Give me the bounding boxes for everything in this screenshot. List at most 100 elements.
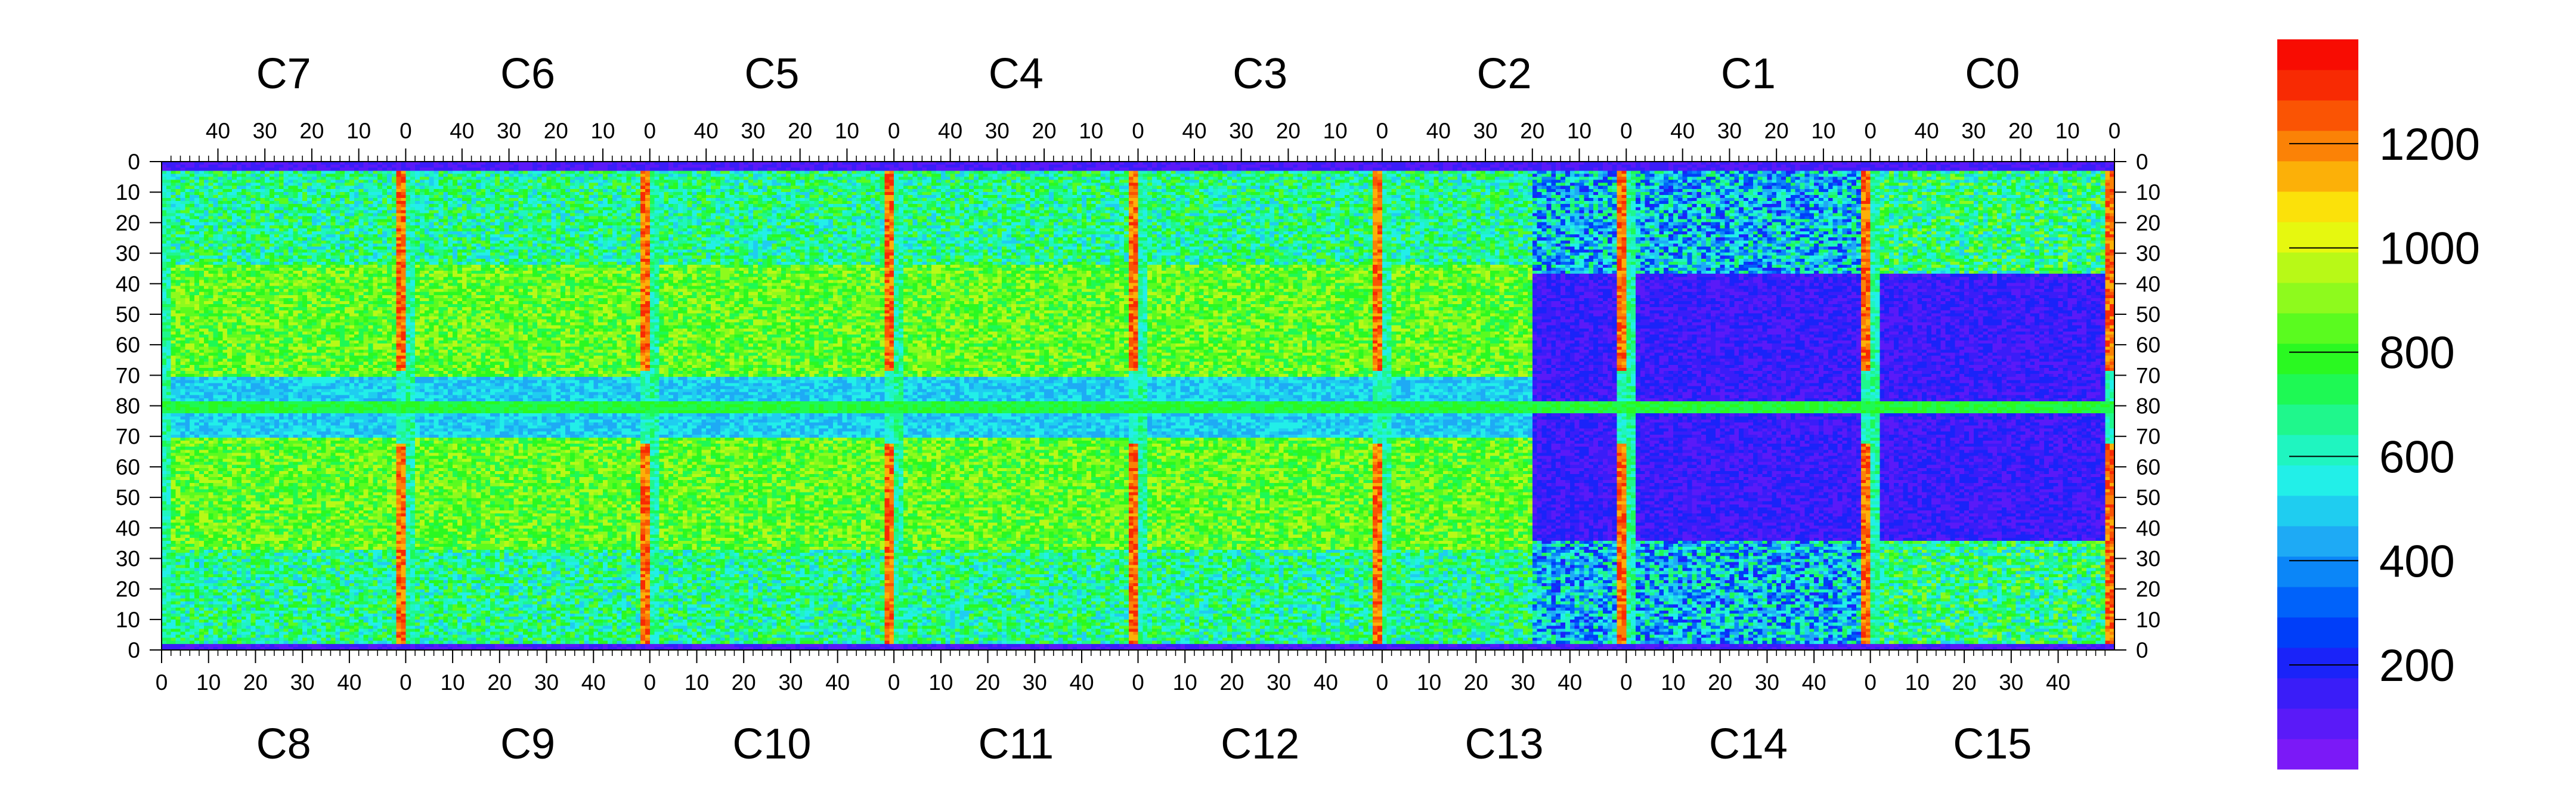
left-tick-label: 40 xyxy=(116,516,140,540)
colorbar-segment xyxy=(2277,70,2358,101)
right-tick-label: 60 xyxy=(2136,333,2160,357)
colorbar-segment xyxy=(2277,100,2358,131)
bottom-tick-label: 40 xyxy=(1558,670,1582,695)
top-tick-label: 30 xyxy=(497,119,521,143)
heatmap-plot xyxy=(162,162,2114,650)
left-tick-label: 10 xyxy=(116,180,140,205)
top-tick-label: 0 xyxy=(643,119,656,143)
right-tick-label: 60 xyxy=(2136,455,2160,479)
top-chip-label: C6 xyxy=(500,50,555,98)
colorbar-segment xyxy=(2277,343,2358,374)
top-tick-label: 40 xyxy=(450,119,474,143)
colorbar-segment xyxy=(2277,404,2358,435)
bottom-tick-label: 30 xyxy=(290,670,315,695)
bottom-tick-label: 10 xyxy=(1905,670,1930,695)
bottom-tick-label: 40 xyxy=(337,670,361,695)
colorbar-segment xyxy=(2277,39,2358,70)
left-tick-label: 70 xyxy=(116,425,140,449)
left-tick-label: 50 xyxy=(116,302,140,327)
left-tick-label: 30 xyxy=(116,546,140,571)
left-tick-label: 70 xyxy=(116,363,140,388)
top-tick-label: 20 xyxy=(788,119,812,143)
colorbar-segment xyxy=(2277,617,2358,648)
top-tick-label: 0 xyxy=(1864,119,1877,143)
top-tick-label: 20 xyxy=(1276,119,1301,143)
bottom-tick-label: 30 xyxy=(1267,670,1291,695)
top-tick-label: 30 xyxy=(741,119,765,143)
top-tick-label: 0 xyxy=(888,119,900,143)
bottom-tick-label: 40 xyxy=(1314,670,1338,695)
top-tick-label: 20 xyxy=(2008,119,2033,143)
plot-border xyxy=(161,161,2115,651)
bottom-chip-label: C13 xyxy=(1465,720,1544,768)
top-tick-label: 10 xyxy=(346,119,371,143)
left-tick-label: 10 xyxy=(116,608,140,632)
left-tick-label: 20 xyxy=(116,210,140,235)
colorbar-segment xyxy=(2277,161,2358,192)
bottom-chip-label: C14 xyxy=(1709,720,1788,768)
top-tick-label: 0 xyxy=(2109,119,2121,143)
left-tick-label: 60 xyxy=(116,455,140,479)
top-tick-label: 30 xyxy=(253,119,277,143)
top-tick-label: 40 xyxy=(1182,119,1206,143)
bottom-tick-label: 40 xyxy=(1069,670,1094,695)
colorbar-segment xyxy=(2277,435,2358,466)
right-tick-label: 80 xyxy=(2136,394,2160,419)
bottom-x-axis: 0 10 20 30 40 0 10 20 30 40 0 10 20 30 40 0 10 20 30 40 0 10 2… xyxy=(156,650,2106,695)
bottom-tick-label: 0 xyxy=(888,670,900,695)
top-tick-label: 10 xyxy=(835,119,859,143)
top-tick-label: 10 xyxy=(1079,119,1103,143)
top-tick-label: 30 xyxy=(1229,119,1253,143)
colorbar-segment xyxy=(2277,313,2358,344)
colorbar-segment xyxy=(2277,648,2358,679)
bottom-tick-label: 30 xyxy=(1999,670,2023,695)
bottom-tick-label: 20 xyxy=(243,670,268,695)
bottom-tick-label: 20 xyxy=(1464,670,1488,695)
bottom-tick-label: 10 xyxy=(1173,670,1197,695)
left-tick-label: 40 xyxy=(116,272,140,296)
bottom-tick-label: 30 xyxy=(1510,670,1535,695)
right-tick-label: 30 xyxy=(2136,242,2160,266)
bottom-tick-label: 20 xyxy=(1219,670,1244,695)
top-tick-label: 20 xyxy=(1032,119,1056,143)
right-y-axis: 0 10 20 30 40 50 60 70 80 70 60 50 40 30 20 10 0 xyxy=(2114,150,2160,662)
top-tick-label: 40 xyxy=(206,119,230,143)
colorbar-tick-label: 800 xyxy=(2379,328,2455,379)
bottom-chip-labels: C8 C9 C10 C11 C12 C13 C14 C15 xyxy=(256,720,2032,768)
colorbar: 200 400 600 800 1000 1200 xyxy=(2277,39,2480,770)
top-tick-label: 10 xyxy=(590,119,615,143)
right-tick-label: 10 xyxy=(2136,180,2160,205)
top-chip-label: C2 xyxy=(1477,50,1532,98)
bottom-chip-label: C11 xyxy=(978,720,1054,768)
colorbar-segment xyxy=(2277,587,2358,618)
bottom-chip-label: C15 xyxy=(1953,720,2032,768)
bottom-chip-label: C10 xyxy=(732,720,811,768)
bottom-tick-label: 30 xyxy=(778,670,803,695)
colorbar-segment xyxy=(2277,556,2358,587)
top-chip-labels: C7 C6 C5 C4 C3 C2 C1 C0 xyxy=(256,50,2020,98)
right-tick-label: 40 xyxy=(2136,272,2160,296)
top-tick-label: 0 xyxy=(1620,119,1633,143)
bottom-tick-label: 30 xyxy=(534,670,559,695)
bottom-tick-label: 0 xyxy=(156,670,168,695)
colorbar-tick-label: 200 xyxy=(2379,640,2455,691)
top-tick-label: 30 xyxy=(1961,119,1986,143)
top-chip-label: C1 xyxy=(1721,50,1776,98)
right-tick-label: 20 xyxy=(2136,577,2160,602)
bottom-tick-label: 40 xyxy=(581,670,606,695)
top-tick-label: 30 xyxy=(1473,119,1497,143)
top-tick-label: 30 xyxy=(985,119,1010,143)
top-tick-label: 40 xyxy=(1426,119,1451,143)
right-tick-label: 70 xyxy=(2136,425,2160,449)
right-tick-label: 70 xyxy=(2136,363,2160,388)
bottom-tick-label: 40 xyxy=(2046,670,2070,695)
top-tick-label: 20 xyxy=(1764,119,1789,143)
top-tick-label: 10 xyxy=(2055,119,2080,143)
top-tick-label: 10 xyxy=(1811,119,1835,143)
plot-frame xyxy=(161,161,2115,651)
bottom-tick-label: 10 xyxy=(441,670,465,695)
top-tick-label: 30 xyxy=(1717,119,1742,143)
top-tick-label: 0 xyxy=(1132,119,1144,143)
bottom-chip-label: C12 xyxy=(1221,720,1299,768)
bottom-tick-label: 0 xyxy=(1132,670,1144,695)
